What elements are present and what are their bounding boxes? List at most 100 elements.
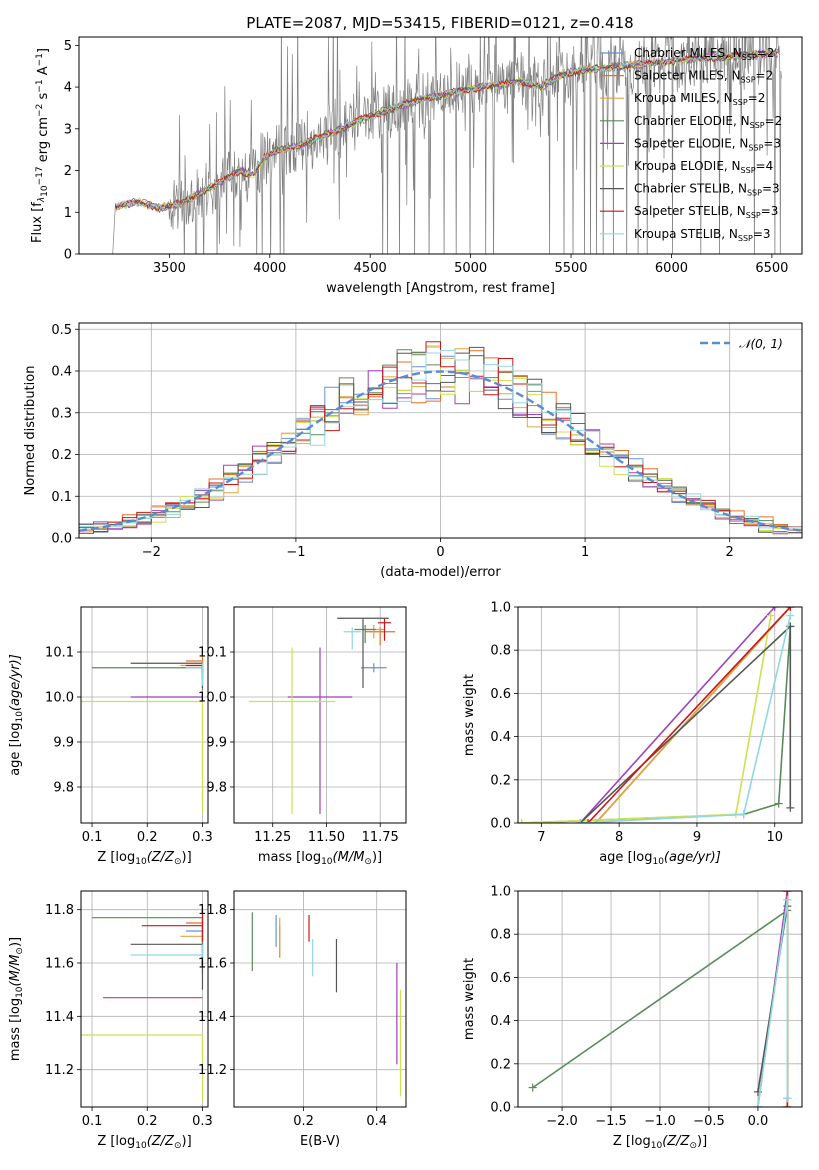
legend-label: Chabrier ELODIE, N <box>634 114 750 128</box>
legend-entry: Salpeter ELODIE, NSSP=3 <box>634 136 781 152</box>
label-part: 10 <box>651 1141 663 1151</box>
label-part: −2 <box>35 104 45 117</box>
label-part: (M/M <box>333 850 365 865</box>
legend-rest: =2 <box>765 114 783 128</box>
label-part: Z [log <box>613 1134 651 1149</box>
label-part: ] <box>36 48 51 53</box>
y-tick-label: 0.6 <box>490 971 511 986</box>
legend-sub: SSP <box>741 166 756 175</box>
y-tick-label: 5 <box>64 39 72 54</box>
weight-line <box>595 607 791 823</box>
x-tick-label: 0.2 <box>137 830 158 845</box>
label-part: 10 <box>652 857 664 867</box>
x-tick-label: −2.0 <box>546 1114 578 1129</box>
label-part: )] <box>8 937 23 947</box>
legend-sub: SSP <box>750 121 765 130</box>
label-part: ⊙ <box>174 857 182 867</box>
weight-line <box>579 624 792 823</box>
legend-entry: 𝒩(0, 1) <box>739 337 783 351</box>
legend-entry: Chabrier STELIB, NSSP=3 <box>634 182 780 198</box>
histogram-chabrier-stelib <box>79 346 802 534</box>
legend-sub: SSP <box>748 143 763 152</box>
x-tick-label: 11.25 <box>254 830 291 845</box>
x-tick-label: 5000 <box>454 261 487 276</box>
label-part: Z [log <box>97 1134 135 1149</box>
y-axis-label: mass weight <box>462 958 477 1040</box>
label-part: mass [log <box>258 850 321 865</box>
x-axis-label: (data-model)/error <box>380 565 501 580</box>
axes-frame <box>517 606 803 824</box>
legend-rest: =3 <box>761 204 779 218</box>
legend-entry: Kroupa ELODIE, NSSP=4 <box>634 159 773 175</box>
label-part: ⊙ <box>689 1141 697 1151</box>
x-tick-label: 11.75 <box>362 830 399 845</box>
label-part: )] <box>182 1134 192 1149</box>
y-tick-label: 9.8 <box>53 781 74 796</box>
legend-entry: Chabrier MILES, NSSP=2 <box>634 46 774 62</box>
legend-label: Kroupa ELODIE, N <box>634 159 741 173</box>
y-tick-label: 11.4 <box>198 1010 227 1025</box>
label-part: age [log <box>599 850 652 865</box>
x-tick-label: 0.2 <box>293 1114 314 1129</box>
legend-label: Chabrier STELIB, N <box>634 182 747 196</box>
label-part: (age/yr)] <box>8 654 23 711</box>
y-tick-label: 9.8 <box>206 781 227 796</box>
y-tick-label: 9.9 <box>206 736 227 751</box>
y-tick-label: 0.1 <box>51 490 72 505</box>
plot-area <box>112 37 782 254</box>
legend-label: Chabrier MILES, N <box>634 46 742 60</box>
label-part: 10 <box>40 185 50 197</box>
label-part: −17 <box>35 166 45 185</box>
plot-area <box>518 607 795 823</box>
errorbar-kroupa-stelib <box>343 627 361 650</box>
errorbar-kroupa-miles <box>180 923 204 950</box>
x-tick-label: 9 <box>693 830 701 845</box>
x-tick-label: 0.2 <box>137 1114 158 1129</box>
legend-label: Salpeter STELIB, N <box>634 204 746 218</box>
legend-sub: SSP <box>746 211 761 220</box>
label-part: )] <box>182 850 192 865</box>
y-tick-label: 0.4 <box>490 1014 511 1029</box>
x-tick-label: 0.1 <box>82 1114 103 1129</box>
y-tick-label: 10.0 <box>198 691 227 706</box>
y-tick-label: 11.6 <box>45 957 74 972</box>
x-tick-label: 0.3 <box>192 830 213 845</box>
label-part: s <box>36 92 51 103</box>
errorbar-chabrier-stelib <box>130 662 204 688</box>
axes-frame <box>233 890 407 1108</box>
x-tick-label: 7 <box>537 830 545 845</box>
y-axis-label: age [log10(age/yr)] <box>8 654 25 776</box>
label-part: A <box>36 66 51 79</box>
label-part: 10 <box>135 857 147 867</box>
y-tick-label: 11.4 <box>45 1010 74 1025</box>
model-line-kroupa-stelib <box>114 48 779 210</box>
x-tick-label: 11.50 <box>308 830 345 845</box>
y-tick-label: 1.0 <box>490 601 511 616</box>
label-part: (Z/Z <box>662 1134 690 1149</box>
y-tick-label: 0.0 <box>490 817 511 832</box>
plot-area <box>81 909 204 1102</box>
y-tick-label: 1.0 <box>490 885 511 900</box>
weight-series-kroupa-stelib <box>753 895 792 1107</box>
x-axis-label: Z [log10(Z/Z⊙)] <box>613 1134 707 1151</box>
legend-sub: SSP <box>747 189 762 198</box>
label-part: (Z/Z <box>147 850 175 865</box>
weight-line <box>521 626 792 823</box>
y-tick-label: 0.5 <box>51 323 72 338</box>
weight-series-salpeter-stelib <box>584 607 795 823</box>
axes-frame <box>517 890 803 1108</box>
errorbar-kroupa-stelib <box>130 944 204 966</box>
legend-rest: =3 <box>753 227 771 241</box>
x-tick-label: −2 <box>142 545 161 560</box>
legend-rest: =2 <box>748 91 766 105</box>
x-tick-label: 6000 <box>655 261 688 276</box>
x-tick-label: 0.0 <box>748 1114 769 1129</box>
y-axis-label: mass weight <box>462 674 477 756</box>
legend-entry: Chabrier ELODIE, NSSP=2 <box>634 114 782 130</box>
y-tick-label: 0.8 <box>490 644 511 659</box>
legend: 𝒩(0, 1) <box>700 337 783 351</box>
y-tick-label: 10.1 <box>198 646 227 661</box>
errorbar-kroupa-elodie <box>249 647 336 814</box>
